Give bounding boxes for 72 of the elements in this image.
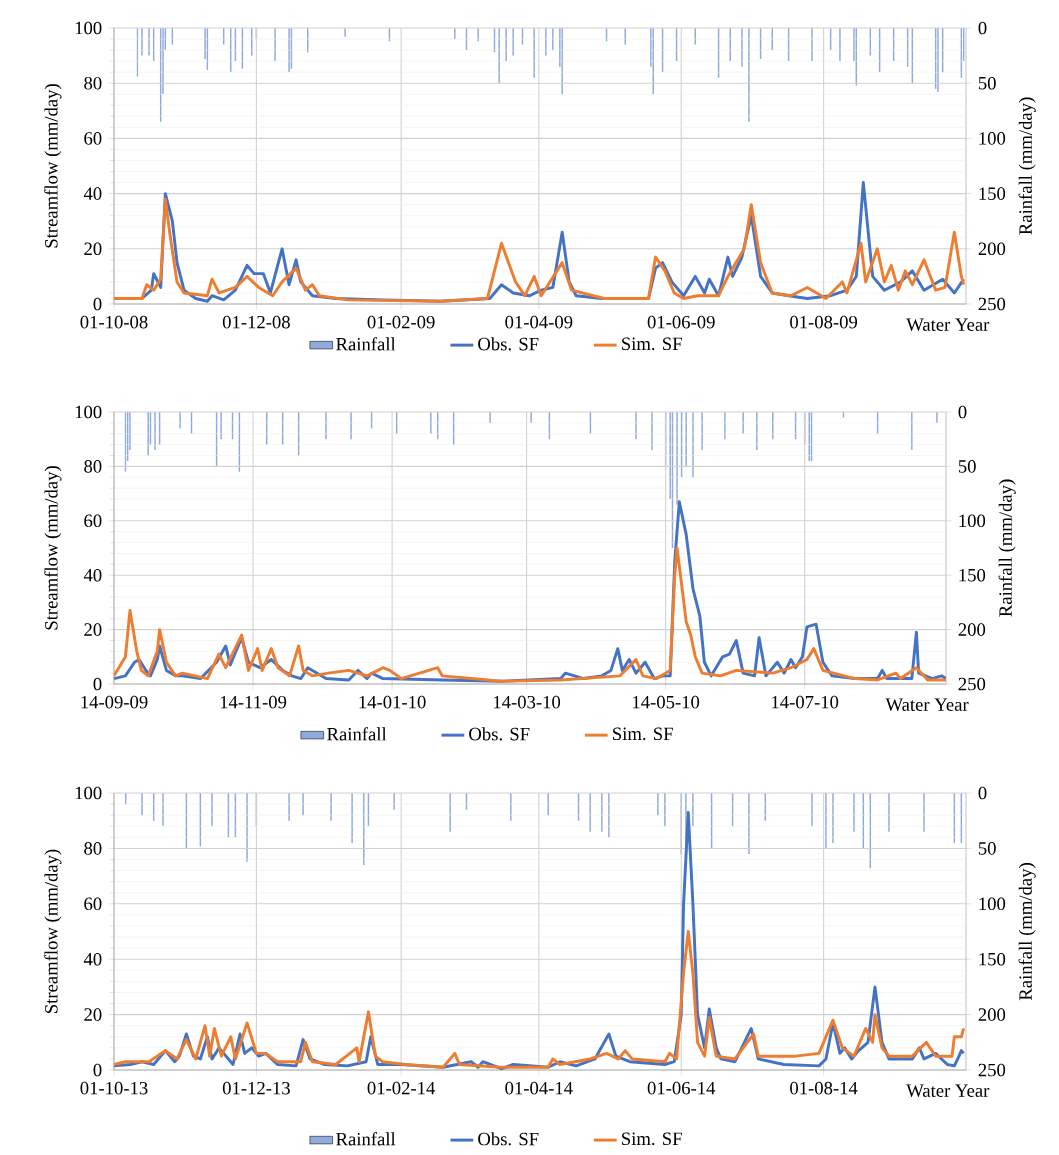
- y-tick-label: 0: [93, 677, 102, 691]
- y2-tick-label: 150: [979, 952, 1006, 966]
- y-tick-label: 40: [83, 952, 102, 966]
- legend-label: Sim. SF: [622, 337, 682, 351]
- x-tick-label: 14-07-10: [772, 695, 839, 709]
- y2-tick-label: 200: [978, 1008, 1006, 1021]
- y-tick-label: 40: [83, 187, 102, 200]
- y-tick-label: 60: [84, 132, 102, 145]
- x-tick-label: 14-01-10: [359, 695, 426, 709]
- y2-tick-label: 50: [958, 460, 976, 473]
- x-tick-label: 01-08-14: [790, 1081, 858, 1095]
- x-tick-label: 01-06-09: [647, 315, 715, 329]
- legend-label: Rainfall: [327, 727, 387, 741]
- y-tick-label: 20: [84, 242, 102, 256]
- y-axis-title: Streamflow (mm/day): [44, 466, 62, 630]
- y-tick-label: 40: [83, 568, 102, 582]
- y-tick-label: 100: [75, 21, 102, 35]
- y-tick-label: 80: [84, 460, 102, 473]
- y2-tick-label: 150: [979, 187, 1006, 200]
- y-tick-label: 60: [84, 897, 102, 911]
- y-tick-label: 60: [84, 514, 102, 528]
- y2-axis-title: Rainfall (mm/day): [1018, 97, 1036, 235]
- x-tick-label: 01-08-09: [790, 315, 858, 329]
- y2-tick-label: 0: [978, 786, 987, 800]
- x-tick-label: 01-02-09: [367, 315, 435, 329]
- x-tick-label: 14-03-10: [494, 695, 561, 709]
- x-tick-label: 14-05-10: [633, 695, 700, 709]
- y-axis-title: Streamflow (mm/day): [44, 849, 62, 1013]
- x-tick-label: 01-04-09: [505, 315, 573, 329]
- x-axis-title: Water Year: [906, 1084, 990, 1098]
- x-axis-title: Water Year: [906, 318, 990, 332]
- y2-tick-label: 0: [958, 405, 967, 419]
- y-tick-label: 20: [84, 1008, 102, 1021]
- legend-label: Rainfall: [336, 337, 396, 351]
- y2-tick-label: 100: [979, 132, 1006, 145]
- y-tick-label: 80: [84, 76, 102, 90]
- x-axis-title: Water Year: [885, 698, 969, 712]
- y-tick-label: 0: [93, 297, 102, 311]
- x-tick-label: 01-12-13: [222, 1081, 290, 1095]
- y2-tick-label: 150: [959, 568, 986, 582]
- legend-label: Rainfall: [336, 1132, 396, 1146]
- legend-label: Obs. SF: [478, 337, 539, 351]
- y2-tick-label: 50: [978, 76, 996, 90]
- x-tick-label: 01-02-14: [367, 1081, 436, 1095]
- legend-label: Sim. SF: [622, 1132, 682, 1146]
- y2-tick-label: 250: [978, 297, 1006, 311]
- y2-tick-label: 200: [958, 623, 986, 636]
- x-tick-label: 01-12-08: [222, 315, 290, 329]
- y-tick-label: 100: [75, 786, 102, 800]
- y2-tick-label: 100: [959, 514, 986, 528]
- y2-axis-title: Rainfall (mm/day): [1018, 863, 1036, 1001]
- y2-axis-title: Rainfall (mm/day): [998, 479, 1016, 617]
- legend-label: Sim. SF: [613, 727, 673, 741]
- y-tick-label: 0: [93, 1063, 102, 1077]
- y-tick-label: 80: [84, 842, 102, 855]
- x-tick-label: 01-04-14: [505, 1081, 573, 1095]
- legend-label: Obs. SF: [478, 1132, 539, 1146]
- y-tick-label: 20: [84, 623, 102, 636]
- x-tick-label: 14-09-09: [81, 695, 148, 709]
- y2-tick-label: 0: [978, 21, 987, 35]
- y2-tick-label: 100: [979, 897, 1006, 911]
- x-tick-label: 01-10-08: [80, 315, 148, 329]
- y-axis-title: Streamflow (mm/day): [44, 84, 62, 248]
- y2-tick-label: 250: [958, 677, 986, 691]
- y2-tick-label: 250: [978, 1063, 1006, 1077]
- x-tick-label: 01-06-14: [647, 1081, 716, 1095]
- x-tick-label: 14-11-09: [220, 695, 287, 709]
- y2-tick-label: 50: [978, 842, 996, 855]
- legend-label: Obs. SF: [469, 727, 530, 741]
- x-tick-label: 01-10-13: [80, 1081, 148, 1095]
- y2-tick-label: 200: [978, 242, 1006, 256]
- y-tick-label: 100: [75, 405, 102, 419]
